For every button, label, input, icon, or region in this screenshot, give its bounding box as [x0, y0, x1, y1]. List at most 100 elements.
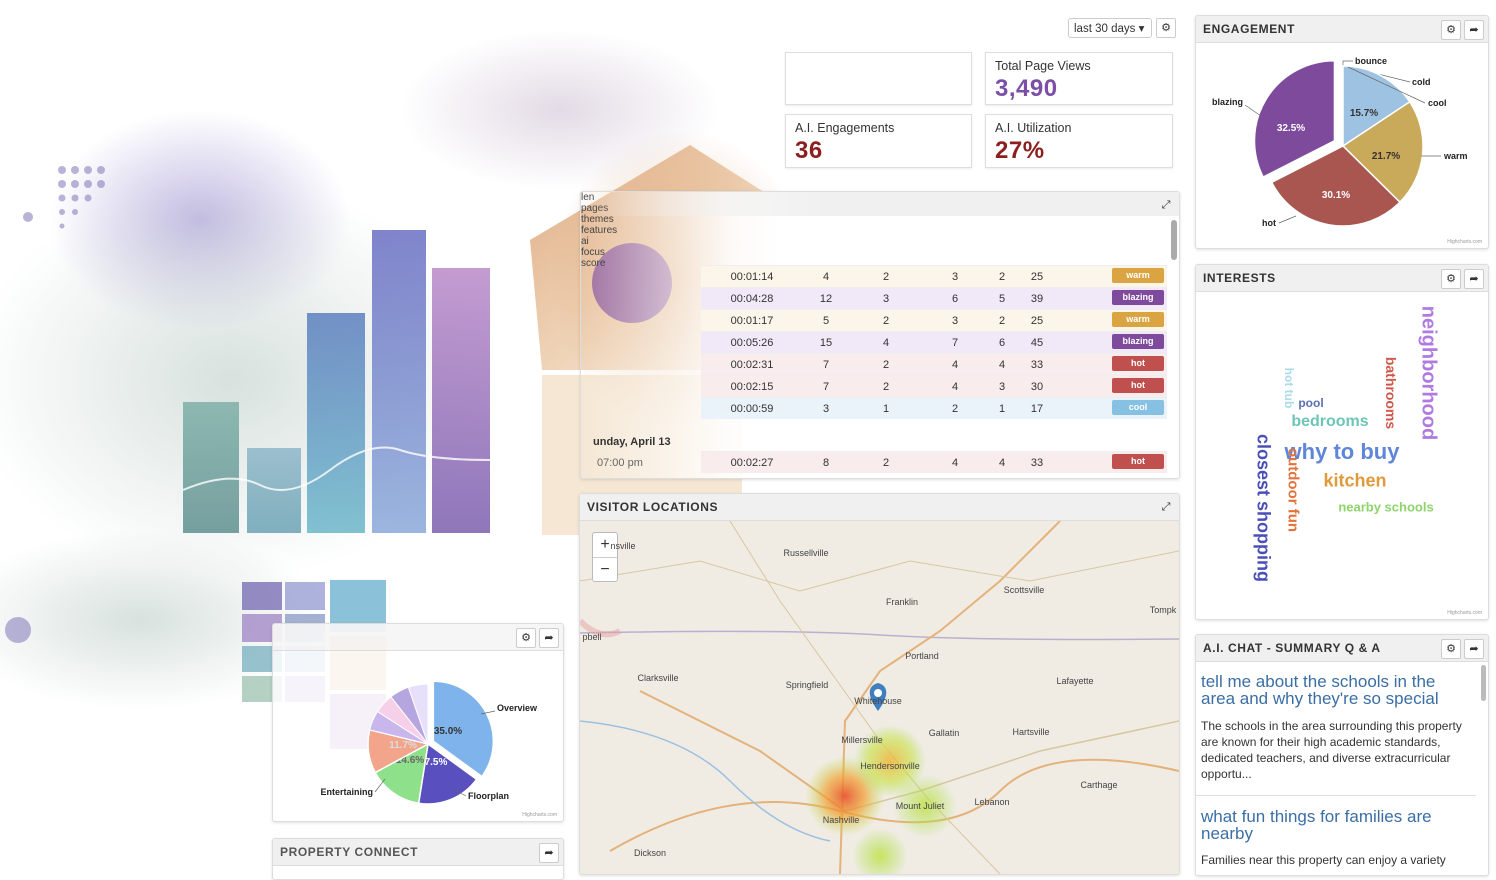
zoom-out-button[interactable]: − [600, 561, 610, 578]
score-badge: hot [1112, 356, 1164, 371]
table-cell: 7 [951, 337, 959, 349]
town-label: Tompk [1149, 605, 1177, 615]
slice-category: bounce [1355, 56, 1387, 66]
town-label: Lebanon [974, 797, 1010, 807]
row-background [701, 353, 1167, 375]
cloud-word: nearby schools [1338, 499, 1434, 515]
table-cell: 4 [951, 381, 959, 393]
panel-title: ENGAGEMENT [1196, 16, 1488, 43]
table-cell: 33 [1030, 359, 1044, 371]
table-cell: 7 [822, 381, 830, 393]
slice-category: Overview [497, 703, 538, 713]
table-cell: 8 [822, 457, 830, 469]
column-header: themes [581, 214, 614, 225]
leader-line [1278, 215, 1297, 224]
cloud-word: hot tub [1282, 367, 1296, 409]
table-cell: 4 [822, 271, 830, 283]
score-badge: blazing [1112, 290, 1164, 305]
table-cell: 00:02:31 [730, 359, 774, 371]
share-button[interactable]: ➦ [1464, 20, 1484, 40]
row-background [701, 397, 1167, 419]
cloud-word: kitchen [1323, 470, 1387, 491]
settings-button[interactable]: ⚙ [516, 628, 536, 648]
date-filter[interactable]: last 30 days ▾ [1068, 18, 1152, 38]
leader-line [480, 710, 496, 715]
cloud-word: neighborhood [1417, 305, 1440, 441]
row-background [701, 331, 1167, 353]
slice-label: 7.5% [425, 757, 448, 768]
score-badge: warm [1112, 312, 1164, 327]
engagement-panel: ENGAGEMENT ⚙ ➦ bounce cold 15.7% cool 21.7% w… [1195, 15, 1489, 249]
table-cell: 4 [998, 457, 1006, 469]
slice-label: 21.7% [1372, 151, 1400, 162]
slice-category: Floorplan [468, 791, 509, 801]
town-label: nsville [610, 541, 636, 551]
share-button[interactable]: ➦ [539, 843, 559, 863]
settings-button[interactable]: ⚙ [1441, 20, 1461, 40]
chat-question[interactable]: what fun things for families are nearby [1201, 807, 1432, 843]
share-button[interactable]: ➦ [539, 628, 559, 648]
chat-question[interactable]: tell me about the schools in the area an… [1201, 672, 1439, 708]
zoom-in-button[interactable]: + [593, 533, 617, 558]
town-label: Lafayette [1056, 676, 1094, 686]
table-cell: 3 [998, 381, 1006, 393]
cloud-word: bedrooms [1291, 413, 1369, 430]
table-cell: 45 [1030, 337, 1044, 349]
table-cell: 00:01:14 [730, 271, 774, 283]
leader-line [452, 788, 467, 797]
town-label: Carthage [1080, 780, 1118, 790]
table-cell: 4 [882, 337, 890, 349]
expand-button[interactable]: ⤢ [1161, 501, 1171, 513]
table-cell: 5 [998, 293, 1006, 305]
table-cell: 2 [951, 403, 959, 415]
share-button[interactable]: ➦ [1464, 639, 1484, 659]
leader-line [374, 778, 386, 793]
table-cell: 3 [951, 315, 959, 327]
table-toolbar [581, 192, 1179, 216]
pie-slice [1270, 145, 1401, 227]
expand-button[interactable]: ⤢ [1161, 199, 1171, 211]
divider [1196, 795, 1476, 796]
slice-label: 32.5% [1277, 123, 1305, 134]
pie-sliver [407, 683, 429, 745]
town-label: Franklin [885, 597, 919, 607]
score-badge: warm [1112, 268, 1164, 283]
chat-answer: The schools in the area surrounding this… [1201, 719, 1462, 781]
scrollbar[interactable] [1481, 665, 1486, 701]
stat-value: 36 [795, 137, 823, 164]
table-cell: 1 [882, 403, 890, 415]
pie-slice [417, 742, 478, 805]
stat-card: A.I. Utilization 27% [985, 114, 1173, 168]
row-background [701, 451, 1167, 473]
cloud-word: outdoor fun [1284, 447, 1302, 533]
scrollbar[interactable] [1171, 220, 1177, 260]
stat-card: A.I. Engagements 36 [785, 114, 972, 168]
table-cell: 6 [998, 337, 1006, 349]
table-cell: 12 [819, 293, 833, 305]
score-badge: hot [1112, 378, 1164, 393]
score-badge: cool [1112, 400, 1164, 415]
chat-answer: Families near this property can enjoy a … [1201, 853, 1446, 867]
table-cell: 4 [951, 457, 959, 469]
slice-category: hot [1262, 218, 1276, 228]
share-button[interactable]: ➦ [1464, 269, 1484, 289]
table-cell: 30 [1030, 381, 1044, 393]
table-cell: 2 [882, 381, 890, 393]
slice-label: 11.7% [389, 740, 417, 751]
score-badge: blazing [1112, 334, 1164, 349]
table-cell: 5 [822, 315, 830, 327]
credit: Highcharts.com [1447, 239, 1482, 245]
cloud-word: why to buy [1284, 439, 1400, 464]
table-cell: 2 [882, 359, 890, 371]
slice-label: 30.1% [1322, 190, 1350, 201]
settings-button[interactable]: ⚙ [1441, 269, 1461, 289]
chat-panel: A.I. CHAT - SUMMARY Q & A ⚙ ➦ tell me ab… [1195, 634, 1489, 876]
settings-button[interactable]: ⚙ [1156, 18, 1176, 38]
pie-slice [1253, 60, 1336, 179]
settings-button[interactable]: ⚙ [1441, 639, 1461, 659]
panel-title: INTERESTS [1196, 265, 1488, 292]
table-cell: 3 [882, 293, 890, 305]
table-cell: 3 [822, 403, 830, 415]
slice-category: cold [1412, 77, 1431, 87]
slice-category: warm [1443, 151, 1468, 161]
